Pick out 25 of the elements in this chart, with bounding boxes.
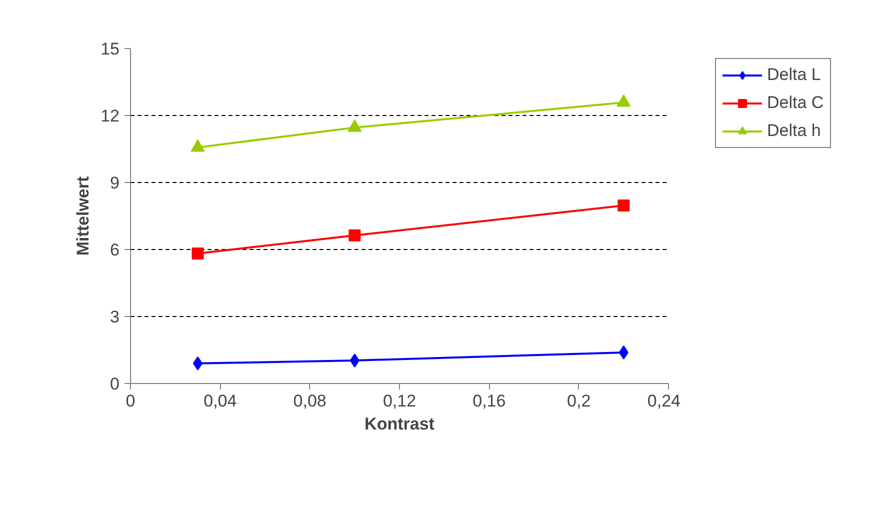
x-tick-label: 0,24 [647, 392, 681, 410]
x-axis-title: Kontrast [364, 414, 435, 434]
y-tick-label: 12 [100, 106, 120, 126]
point [348, 120, 362, 132]
y-tick-label: 0 [110, 374, 120, 394]
legend-label: Delta h [767, 121, 821, 141]
point [192, 356, 203, 370]
y-tick-label: 3 [110, 308, 120, 326]
y-tick-label: 6 [110, 240, 120, 260]
point [192, 248, 204, 260]
point [348, 229, 361, 242]
y-tick-label: 9 [110, 174, 120, 192]
point [616, 94, 631, 107]
y-tick-label: 15 [100, 40, 120, 58]
x-tick-label: 0,2 [567, 392, 591, 410]
legend-label: Delta L [767, 65, 821, 85]
point [618, 200, 630, 212]
x-tick-label: 0,16 [472, 392, 506, 410]
x-tick-label: 0,12 [382, 392, 416, 410]
y-axis-title: Mittelwert [74, 176, 93, 256]
x-tick-label: 0 [126, 392, 136, 410]
x-tick-label: 0,08 [293, 392, 326, 410]
x-tick-label: 0,04 [204, 392, 237, 410]
point [190, 139, 205, 152]
legend-label: Delta C [767, 93, 824, 113]
